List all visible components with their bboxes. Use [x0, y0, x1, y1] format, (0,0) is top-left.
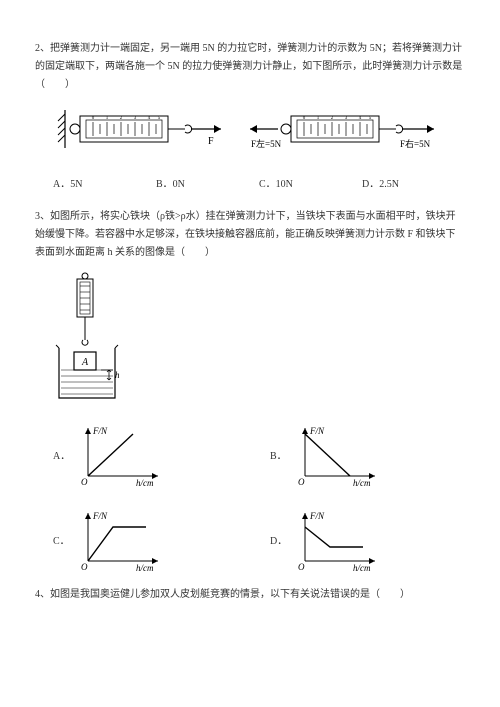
svg-text:h/cm: h/cm: [353, 478, 371, 488]
graph-B-icon: F/N h/cm O: [295, 424, 385, 489]
svg-text:h/cm: h/cm: [136, 563, 154, 573]
graph-A-icon: F/N h/cm O: [78, 424, 168, 489]
force-left-label: F左=5N: [251, 138, 282, 149]
force-right-label: F右=5N: [400, 138, 431, 149]
graph-A: A． F/N h/cm O: [53, 424, 230, 489]
svg-text:F/N: F/N: [92, 511, 108, 521]
option-C-label: C．: [53, 533, 70, 551]
option-D: D．2.5N: [362, 176, 465, 194]
graph-D: D． F/N h/cm O: [270, 509, 447, 574]
option-A: A．5N: [53, 176, 156, 194]
question-3-stem: 3、如图所示，将实心铁块（ρ铁>ρ水）挂在弹簧测力计下，当铁块下表面与水面相平时…: [35, 208, 465, 262]
force-F-label: F: [208, 136, 214, 147]
question-4-stem: 4、如图是我国奥运健儿参加双人皮划艇竞赛的情景，以下有关说法错误的是（ ）: [35, 586, 465, 604]
question-2: 2、把弹簧测力计一端固定，另一端用 5N 的力拉它时，弹簧测力计的示数为 5N；…: [35, 40, 465, 194]
option-A-label: A．: [53, 448, 70, 466]
option-D-label: D．: [270, 533, 287, 551]
graph-C-icon: F/N h/cm O: [78, 509, 168, 574]
question-4: 4、如图是我国奥运健儿参加双人皮划艇竞赛的情景，以下有关说法错误的是（ ）: [35, 586, 465, 604]
question-3: 3、如图所示，将实心铁块（ρ铁>ρ水）挂在弹簧测力计下，当铁块下表面与水面相平时…: [35, 208, 465, 574]
graph-B: B． F/N h/cm O: [270, 424, 447, 489]
option-B-label: B．: [270, 448, 287, 466]
svg-text:h/cm: h/cm: [136, 478, 154, 488]
option-C: C．10N: [259, 176, 362, 194]
graph-C: C． F/N h/cm O: [53, 509, 230, 574]
h-label-text: h: [115, 370, 120, 380]
question-2-options: A．5N B．0N C．10N D．2.5N: [53, 176, 465, 194]
block-label-text: A: [81, 357, 89, 368]
beaker-diagram: A h: [53, 270, 465, 412]
option-B: B．0N: [156, 176, 259, 194]
svg-text:O: O: [298, 562, 305, 572]
fixed-scale-icon: 0 1 2 3 4 5 F: [58, 110, 221, 148]
svg-text:O: O: [298, 477, 305, 487]
svg-text:O: O: [81, 477, 88, 487]
question-3-graphs: A． F/N h/cm O B． F/N h/cm O C．: [53, 424, 447, 574]
svg-text:F/N: F/N: [309, 511, 325, 521]
two-side-scale-icon: F左=5N 0 1 2 3 4 5: [250, 116, 434, 149]
svg-text:O: O: [81, 562, 88, 572]
question-2-stem: 2、把弹簧测力计一端固定，另一端用 5N 的力拉它时，弹簧测力计的示数为 5N；…: [35, 40, 465, 94]
svg-text:F/N: F/N: [92, 426, 108, 436]
svg-text:h/cm: h/cm: [353, 563, 371, 573]
svg-text:F/N: F/N: [309, 426, 325, 436]
spring-scale-diagram: 0 1 2 3 4 5 F F左=5N: [53, 102, 465, 164]
graph-D-icon: F/N h/cm O: [295, 509, 385, 574]
